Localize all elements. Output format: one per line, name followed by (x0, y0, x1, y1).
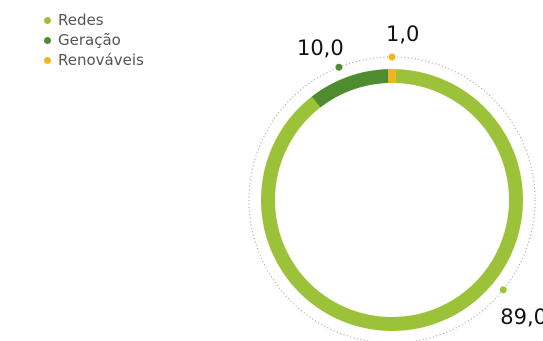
donut-slice-geracao (311, 69, 389, 108)
legend-marker-redes (44, 16, 51, 24)
legend-label-geracao: Geração (58, 31, 121, 49)
legend-label-renovaveis: Renováveis (58, 51, 144, 69)
data-label-renovaveis: 1,0 (386, 22, 419, 46)
label-marker-renovaveis (388, 53, 396, 61)
outer-dotted-ring (248, 56, 536, 341)
chart-legend: Redes Geração Renováveis (44, 10, 144, 70)
legend-marker-renovaveis (44, 56, 51, 64)
legend-item-geracao: Geração (44, 30, 144, 50)
legend-label-redes: Redes (58, 11, 104, 29)
legend-marker-geracao (44, 36, 51, 44)
data-label-redes: 89,0 (500, 305, 543, 329)
legend-item-renovaveis: Renováveis (44, 50, 144, 70)
legend-item-redes: Redes (44, 10, 144, 30)
donut-slice-redes (261, 69, 523, 331)
donut-slices (261, 69, 523, 331)
label-marker-geracao (335, 63, 343, 71)
label-markers (335, 53, 507, 294)
data-label-geracao: 10,0 (297, 36, 344, 60)
label-marker-redes (499, 286, 507, 294)
